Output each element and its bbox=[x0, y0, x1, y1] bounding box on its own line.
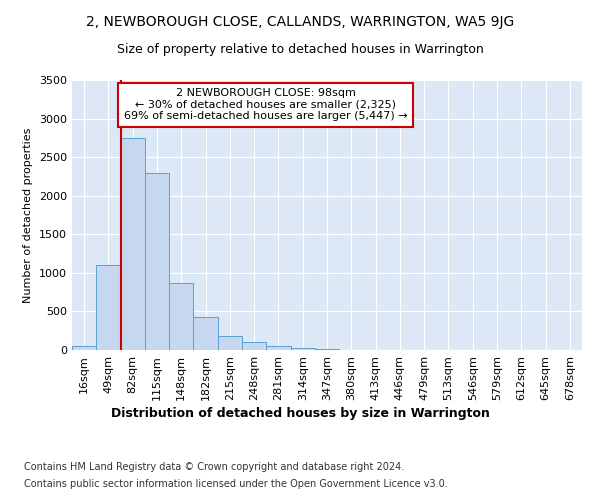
Bar bbox=[121, 138, 145, 350]
Text: Size of property relative to detached houses in Warrington: Size of property relative to detached ho… bbox=[116, 42, 484, 56]
Text: 2 NEWBOROUGH CLOSE: 98sqm
← 30% of detached houses are smaller (2,325)
69% of se: 2 NEWBOROUGH CLOSE: 98sqm ← 30% of detac… bbox=[124, 88, 407, 122]
Bar bbox=[145, 172, 169, 350]
Bar bbox=[193, 317, 218, 350]
Bar bbox=[315, 349, 339, 350]
Bar bbox=[290, 348, 315, 350]
Text: Contains public sector information licensed under the Open Government Licence v3: Contains public sector information licen… bbox=[24, 479, 448, 489]
Bar bbox=[169, 282, 193, 350]
Text: Contains HM Land Registry data © Crown copyright and database right 2024.: Contains HM Land Registry data © Crown c… bbox=[24, 462, 404, 472]
Text: 2, NEWBOROUGH CLOSE, CALLANDS, WARRINGTON, WA5 9JG: 2, NEWBOROUGH CLOSE, CALLANDS, WARRINGTO… bbox=[86, 15, 514, 29]
Bar bbox=[242, 342, 266, 350]
Y-axis label: Number of detached properties: Number of detached properties bbox=[23, 128, 34, 302]
Bar bbox=[72, 346, 96, 350]
Bar bbox=[266, 346, 290, 350]
Bar bbox=[218, 336, 242, 350]
Text: Distribution of detached houses by size in Warrington: Distribution of detached houses by size … bbox=[110, 408, 490, 420]
Bar bbox=[96, 265, 121, 350]
